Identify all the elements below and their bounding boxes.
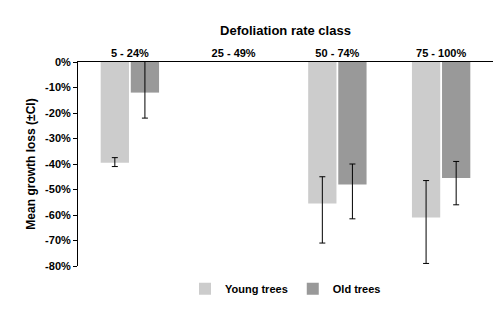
svg-text:-30%: -30% (45, 132, 71, 144)
svg-text:-60%: -60% (45, 209, 71, 221)
svg-text:25 - 49%: 25 - 49% (212, 47, 256, 59)
svg-text:50 - 74%: 50 - 74% (315, 47, 359, 59)
svg-text:-70%: -70% (45, 234, 71, 246)
svg-text:Young trees: Young trees (225, 283, 288, 295)
svg-text:0%: 0% (55, 56, 71, 68)
svg-text:-10%: -10% (45, 81, 71, 93)
svg-text:75 - 100%: 75 - 100% (416, 47, 466, 59)
svg-text:Defoliation rate class: Defoliation rate class (220, 23, 351, 38)
svg-text:-50%: -50% (45, 183, 71, 195)
svg-text:5 - 24%: 5 - 24% (111, 47, 149, 59)
svg-text:Old trees: Old trees (333, 283, 381, 295)
svg-text:-40%: -40% (45, 158, 71, 170)
svg-text:Mean growth loss (±CI): Mean growth loss (±CI) (24, 98, 38, 229)
svg-text:-20%: -20% (45, 107, 71, 119)
svg-text:-80%: -80% (45, 260, 71, 272)
